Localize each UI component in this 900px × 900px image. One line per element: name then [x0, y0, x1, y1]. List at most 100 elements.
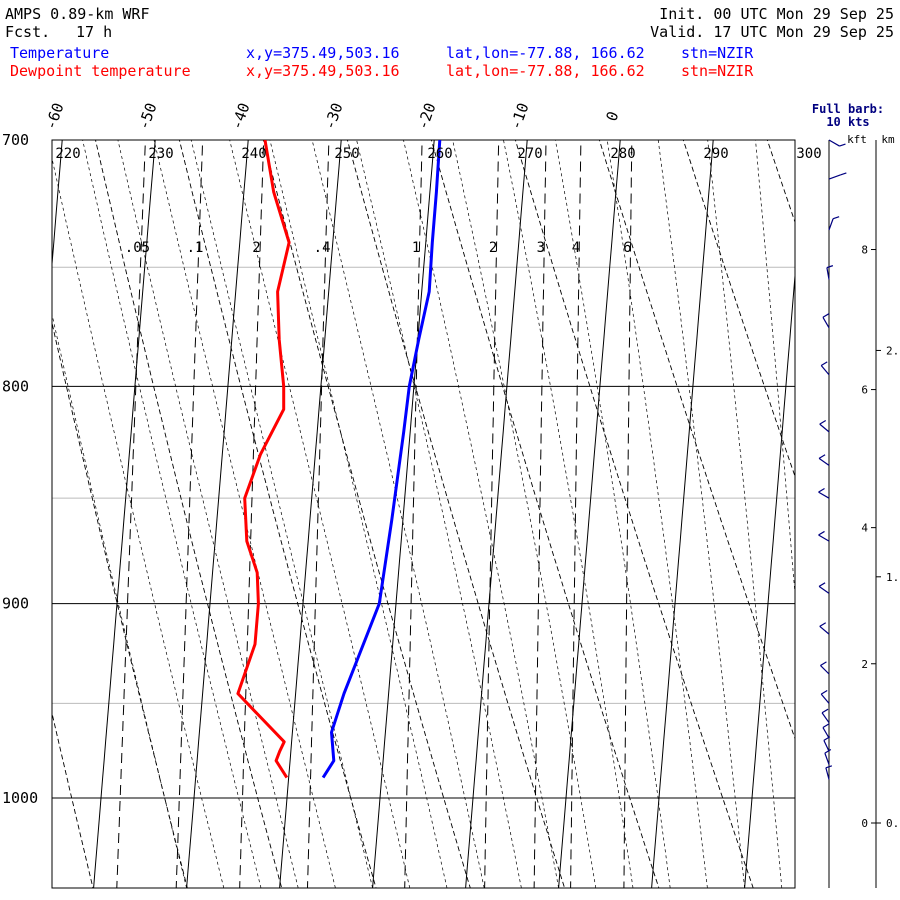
gray-pressure-lines [52, 266, 795, 704]
wind-barb-flag [839, 143, 846, 147]
km-tick-label: 1. [886, 571, 899, 584]
dry-adiabat-line [95, 140, 283, 888]
wind-barb-flag [832, 216, 840, 220]
isotherm-line [372, 140, 435, 888]
moist-adiabat-line [52, 312, 187, 888]
dry-adiabat-line [514, 140, 754, 888]
mixing-ratio-line [623, 140, 633, 888]
isotherm-line [558, 140, 621, 888]
forecast-hour: 17 h [76, 23, 113, 41]
moist-adiabat-line [229, 140, 411, 888]
wind-barb-shaft [819, 625, 830, 635]
isotherms [52, 140, 795, 888]
wind-barb-flag [819, 622, 827, 627]
theta-tick-label: 240 [241, 146, 266, 162]
theta-tick-label: 220 [55, 146, 80, 162]
isotherm-tick-label: -40 [227, 100, 253, 132]
barb-note-line2: 10 kts [826, 115, 869, 129]
dry-adiabat-line [842, 114, 900, 889]
kft-tick-label: 6 [861, 384, 868, 397]
moist-adiabat-line [555, 140, 671, 888]
mixing-ratio-line [175, 140, 204, 888]
wind-barb-flag [818, 488, 825, 493]
wind-barb-shaft [818, 491, 830, 499]
wind-barb-flag [820, 661, 827, 666]
mixing-ratio-tick-label: 3 [537, 240, 545, 256]
mixing-ratio-lines [116, 140, 633, 888]
moist-adiabat-line [153, 140, 336, 888]
moist-adiabat-line [606, 140, 708, 888]
wind-barb-shaft [820, 365, 830, 376]
moist-adiabat-line [799, 114, 856, 889]
model-title: AMPS 0.89-km WRF [5, 5, 150, 23]
wind-barb-flag [825, 765, 833, 769]
theta-tick-label: 280 [610, 146, 635, 162]
wind-barb-shaft [828, 139, 840, 147]
theta-tick-label: 300 [796, 146, 821, 162]
mixing-ratio-tick-label: .1 [187, 240, 204, 256]
mixing-ratio-line [239, 140, 265, 888]
isotherm-tick-label: -30 [320, 100, 346, 132]
mixing-ratio-tick-label: 2 [489, 240, 497, 256]
dewpoint-legend: Dewpoint temperature [10, 62, 191, 80]
moist-adiabat-line [844, 114, 893, 889]
moist-adiabat-line [190, 140, 373, 888]
wind-barb-shaft [822, 727, 830, 739]
mixing-ratio-line [307, 140, 330, 888]
wind-barb-flag [818, 454, 826, 459]
dewpoint-latlon: lat,lon=-77.88, 166.62 [446, 62, 645, 80]
wind-barb-flag [824, 749, 832, 754]
height-axes: kft km 8 6 4 2 0 2. 1. 0. [847, 133, 899, 888]
pressure-tick-label: 1000 [2, 789, 38, 807]
mixing-ratio-line [533, 140, 547, 888]
wind-barb-shaft [820, 665, 830, 675]
mixing-ratio-line [570, 140, 582, 888]
wind-barb-flag [821, 708, 829, 714]
dry-adiabat-line [430, 140, 660, 888]
wind-barb-flag [840, 172, 847, 176]
plot-frame [51, 139, 796, 889]
wind-barb-shaft [818, 585, 830, 594]
moist-adiabat-line [311, 140, 485, 888]
kft-tick-label: 2 [861, 658, 868, 671]
mixing-ratio-tick-label: 1 [412, 240, 420, 256]
init-time: Init. 00 UTC Mon 29 Sep 25 [659, 5, 894, 23]
kft-tick-label: 0 [861, 817, 868, 830]
km-tick-label: 2. [886, 344, 899, 357]
wind-barb-shaft [818, 457, 830, 466]
temperature-station: stn=NZIR [681, 44, 754, 62]
dry-adiabat-line [346, 140, 566, 888]
moist-adiabat-line [117, 140, 299, 888]
moist-adiabat-line [755, 140, 795, 598]
isotherm-line [465, 140, 528, 888]
mixing-ratio-tick-label: .05 [125, 240, 150, 256]
dry-adiabat-line [178, 140, 377, 888]
isotherm-tick-label: -60 [41, 100, 67, 132]
moist-adiabat-line [452, 140, 597, 888]
wind-barb-flag [820, 689, 828, 695]
wind-barbs: Full barb:10 kts [812, 102, 884, 888]
mixing-ratio-line [404, 140, 423, 888]
isotherm-line [279, 140, 342, 888]
kft-tick-label: 8 [861, 244, 868, 257]
moist-adiabat-line [269, 140, 448, 888]
wind-barb-flag [823, 736, 831, 741]
wind-barb-flag [818, 582, 826, 587]
wind-barb-shaft [823, 740, 830, 752]
dry-adiabats [52, 114, 900, 889]
isotherm-tick-label: 0 [603, 109, 623, 124]
moist-adiabat-line [707, 140, 783, 888]
moist-adiabats [52, 114, 893, 889]
isotherm-line [186, 140, 249, 888]
temperature-legend: Temperature [10, 44, 110, 62]
wind-barb-flag [819, 420, 827, 425]
kft-label: kft [847, 133, 867, 146]
forecast-label: Fcst. [5, 23, 51, 41]
wind-barb-shaft [824, 752, 830, 765]
sounding-profiles [236, 140, 442, 779]
dry-adiabat-line [52, 320, 188, 888]
km-label: km [881, 133, 895, 146]
pressure-tick-label: 800 [2, 377, 29, 395]
wind-barb-flag [822, 313, 830, 318]
